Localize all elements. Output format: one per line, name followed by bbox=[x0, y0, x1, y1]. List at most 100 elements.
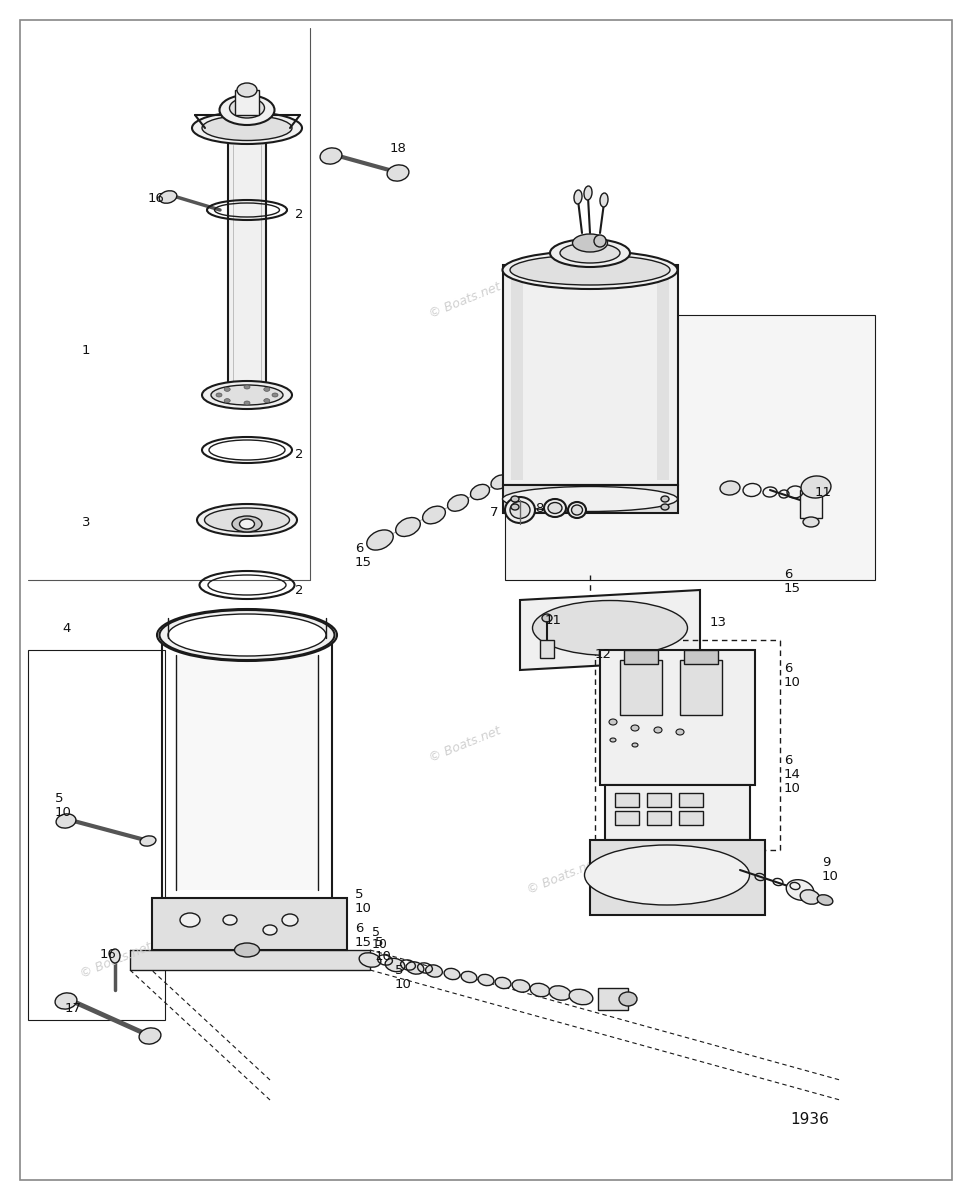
Bar bbox=[590, 840, 765, 914]
Bar bbox=[235, 90, 259, 115]
Text: 11: 11 bbox=[815, 486, 832, 499]
Ellipse shape bbox=[549, 985, 571, 1001]
Text: 10: 10 bbox=[355, 902, 372, 916]
Ellipse shape bbox=[720, 481, 740, 496]
Ellipse shape bbox=[529, 456, 545, 470]
Bar bbox=[176, 655, 318, 890]
Ellipse shape bbox=[159, 191, 177, 203]
Text: © Boats.net: © Boats.net bbox=[428, 280, 503, 320]
Text: 11: 11 bbox=[545, 613, 562, 626]
Ellipse shape bbox=[572, 505, 582, 515]
Ellipse shape bbox=[396, 517, 420, 536]
Ellipse shape bbox=[661, 496, 669, 502]
Polygon shape bbox=[505, 314, 875, 580]
Ellipse shape bbox=[505, 497, 535, 523]
Text: 4: 4 bbox=[62, 622, 70, 635]
Ellipse shape bbox=[570, 989, 593, 1004]
Ellipse shape bbox=[631, 725, 639, 731]
Polygon shape bbox=[28, 630, 310, 648]
Bar bbox=[511, 270, 523, 480]
Bar bbox=[684, 650, 718, 664]
Ellipse shape bbox=[426, 965, 442, 977]
Ellipse shape bbox=[234, 943, 260, 958]
Ellipse shape bbox=[510, 502, 530, 518]
Ellipse shape bbox=[180, 913, 200, 926]
Ellipse shape bbox=[803, 517, 819, 527]
Ellipse shape bbox=[232, 516, 262, 532]
Ellipse shape bbox=[676, 728, 684, 734]
Polygon shape bbox=[130, 950, 370, 970]
Ellipse shape bbox=[263, 388, 270, 391]
Ellipse shape bbox=[237, 83, 257, 97]
Bar bbox=[679, 793, 703, 806]
Ellipse shape bbox=[444, 968, 460, 979]
Ellipse shape bbox=[542, 614, 552, 622]
Ellipse shape bbox=[495, 977, 511, 989]
Ellipse shape bbox=[461, 971, 477, 983]
Text: 6: 6 bbox=[784, 661, 792, 674]
Ellipse shape bbox=[511, 496, 519, 502]
Text: 10: 10 bbox=[375, 949, 392, 962]
Text: 15: 15 bbox=[355, 556, 372, 569]
Bar bbox=[605, 785, 750, 840]
Ellipse shape bbox=[320, 148, 342, 164]
Text: 10: 10 bbox=[784, 676, 801, 689]
Ellipse shape bbox=[139, 1028, 161, 1044]
Text: 7: 7 bbox=[490, 505, 499, 518]
Ellipse shape bbox=[211, 385, 283, 404]
Text: 15: 15 bbox=[784, 582, 801, 595]
Text: 6: 6 bbox=[784, 754, 792, 767]
Ellipse shape bbox=[192, 112, 302, 144]
Ellipse shape bbox=[503, 486, 677, 511]
Text: 15: 15 bbox=[355, 936, 372, 948]
Bar bbox=[647, 811, 671, 826]
Text: 6: 6 bbox=[784, 569, 792, 582]
Ellipse shape bbox=[661, 504, 669, 510]
Ellipse shape bbox=[596, 419, 624, 442]
Ellipse shape bbox=[530, 983, 550, 997]
Bar bbox=[680, 660, 722, 715]
Ellipse shape bbox=[512, 980, 530, 992]
Bar bbox=[615, 811, 639, 826]
Ellipse shape bbox=[204, 508, 290, 532]
Ellipse shape bbox=[225, 398, 230, 403]
Ellipse shape bbox=[573, 234, 608, 252]
Ellipse shape bbox=[817, 895, 833, 905]
Text: 14: 14 bbox=[784, 768, 801, 780]
Text: © Boats.net: © Boats.net bbox=[78, 940, 154, 980]
Text: 10: 10 bbox=[55, 805, 72, 818]
Text: 8: 8 bbox=[535, 502, 543, 515]
Ellipse shape bbox=[610, 738, 616, 742]
Ellipse shape bbox=[423, 506, 445, 524]
Ellipse shape bbox=[225, 388, 230, 391]
Polygon shape bbox=[28, 650, 165, 1020]
Bar bbox=[620, 660, 662, 715]
Ellipse shape bbox=[786, 880, 814, 900]
Ellipse shape bbox=[202, 382, 292, 409]
Ellipse shape bbox=[654, 727, 662, 733]
Text: 9: 9 bbox=[822, 856, 830, 869]
Ellipse shape bbox=[584, 845, 749, 905]
Text: 6: 6 bbox=[355, 541, 364, 554]
Text: 12: 12 bbox=[595, 648, 612, 661]
Ellipse shape bbox=[584, 186, 592, 200]
Ellipse shape bbox=[801, 476, 831, 498]
Ellipse shape bbox=[282, 914, 298, 926]
Ellipse shape bbox=[220, 95, 274, 125]
Text: 1936: 1936 bbox=[790, 1112, 829, 1128]
Ellipse shape bbox=[359, 953, 381, 967]
Ellipse shape bbox=[470, 485, 490, 499]
Bar bbox=[228, 140, 266, 400]
Ellipse shape bbox=[263, 925, 277, 935]
Ellipse shape bbox=[600, 193, 608, 206]
Bar bbox=[540, 640, 554, 658]
Text: 16: 16 bbox=[148, 192, 165, 204]
Ellipse shape bbox=[197, 504, 297, 536]
Ellipse shape bbox=[574, 190, 582, 204]
Ellipse shape bbox=[385, 959, 405, 972]
Ellipse shape bbox=[366, 530, 394, 550]
Text: 5: 5 bbox=[372, 925, 380, 938]
Bar bbox=[503, 485, 678, 514]
Ellipse shape bbox=[510, 254, 670, 284]
Ellipse shape bbox=[560, 242, 620, 263]
